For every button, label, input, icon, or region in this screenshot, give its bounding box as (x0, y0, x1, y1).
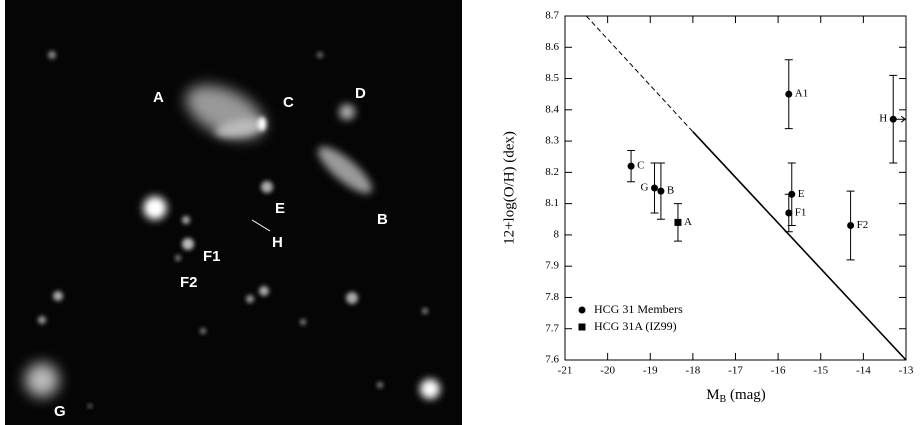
image-label: C (283, 94, 294, 111)
y-tick-label: 7.9 (545, 260, 559, 272)
image-label: A (153, 89, 164, 106)
x-tick-label: -18 (686, 365, 701, 377)
image-background (5, 0, 462, 425)
model-line (692, 131, 907, 361)
image-label: E (275, 200, 285, 217)
model-line (585, 15, 694, 133)
data-point (847, 222, 855, 230)
image-label: H (272, 234, 283, 251)
x-tick-label: -21 (558, 365, 573, 377)
legend-marker (578, 323, 586, 331)
data-point (785, 90, 793, 98)
y-tick-label: 8.7 (545, 10, 559, 22)
data-point (657, 187, 665, 195)
limit-arrow (893, 115, 907, 123)
data-point (651, 184, 659, 192)
image-label: B (377, 211, 388, 228)
chart: MB (mag) 12+log(O/H) (dex) -21 -20 -19 -18-… (501, 10, 913, 406)
x-tick-label: -14 (856, 365, 871, 377)
x-tick-label: -20 (600, 365, 615, 377)
data-point (674, 218, 682, 226)
pointer-line (251, 219, 271, 232)
y-tick-label: 8.1 (545, 197, 559, 209)
image-label: D (355, 85, 366, 102)
image-label: F2 (180, 274, 198, 291)
y-tick-label: 7.8 (545, 291, 559, 303)
x-axis-label: MB (mag) (706, 387, 766, 405)
y-tick-label: 8.5 (545, 72, 559, 84)
legend-label: HCG 31 Members (594, 302, 683, 316)
legend-label: HCG 31A (IZ99) (594, 319, 677, 333)
y-axis-label: 12+log(O/H) (dex) (501, 131, 517, 245)
y-tick-label: 8.6 (545, 41, 559, 53)
point-label: H (879, 113, 887, 125)
x-tick-label: -19 (643, 365, 658, 377)
y-tick-label: 7.7 (545, 322, 559, 334)
x-tick-label: -16 (771, 365, 786, 377)
x-label-part: (mag) (726, 387, 766, 403)
x-label-part: M (706, 387, 719, 403)
image-label: F1 (203, 248, 221, 265)
galaxy-image: A C D B E H F1 F2 G (5, 0, 462, 425)
point-label: A (684, 216, 692, 228)
sources (25, 51, 440, 408)
y-tick-label: 8.3 (545, 135, 559, 147)
point-label: B (667, 185, 674, 197)
y-tick-label: 8.4 (545, 103, 559, 115)
legend-marker (578, 306, 586, 314)
y-tick-label: 8 (554, 228, 560, 240)
point-label: G (641, 182, 649, 194)
x-label-sub: B (720, 394, 727, 405)
x-tick-label: -13 (899, 365, 914, 377)
y-tick-label: 7.6 (545, 354, 559, 366)
point-label: C (637, 160, 644, 172)
y-tick-label: 8.2 (545, 166, 559, 178)
point-label: E (798, 188, 805, 200)
point-label: F2 (857, 219, 869, 231)
point-label: A1 (795, 88, 808, 100)
data-point (785, 209, 793, 217)
x-tick-label: -17 (728, 365, 743, 377)
x-tick-label: -15 (813, 365, 828, 377)
image-label: G (54, 403, 66, 420)
point-label: F1 (795, 207, 807, 219)
data-point (627, 162, 635, 170)
